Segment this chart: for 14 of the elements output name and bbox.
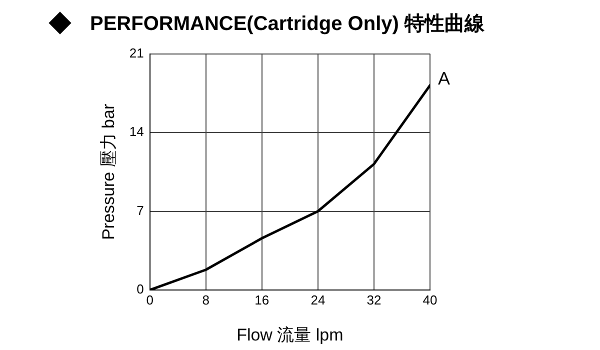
y-tick-label: 0	[136, 282, 144, 297]
y-axis-title: Pressure 壓力 bar	[98, 104, 118, 240]
series-label: A	[438, 68, 450, 88]
y-tick-label: 21	[129, 45, 144, 60]
x-tick-label: 8	[202, 292, 210, 308]
x-tick-label: 0	[146, 292, 154, 308]
y-tick-label: 14	[129, 124, 144, 140]
x-tick-label: 32	[366, 292, 382, 308]
chart-title: PERFORMANCE(Cartridge Only) 特性曲線	[90, 12, 484, 36]
x-tick-label: 40	[422, 292, 438, 308]
x-axis-title: Flow 流量 lpm	[236, 325, 344, 344]
x-tick-label: 24	[310, 292, 326, 308]
y-tick-label: 7	[136, 202, 144, 218]
x-tick-label: 16	[254, 292, 270, 308]
